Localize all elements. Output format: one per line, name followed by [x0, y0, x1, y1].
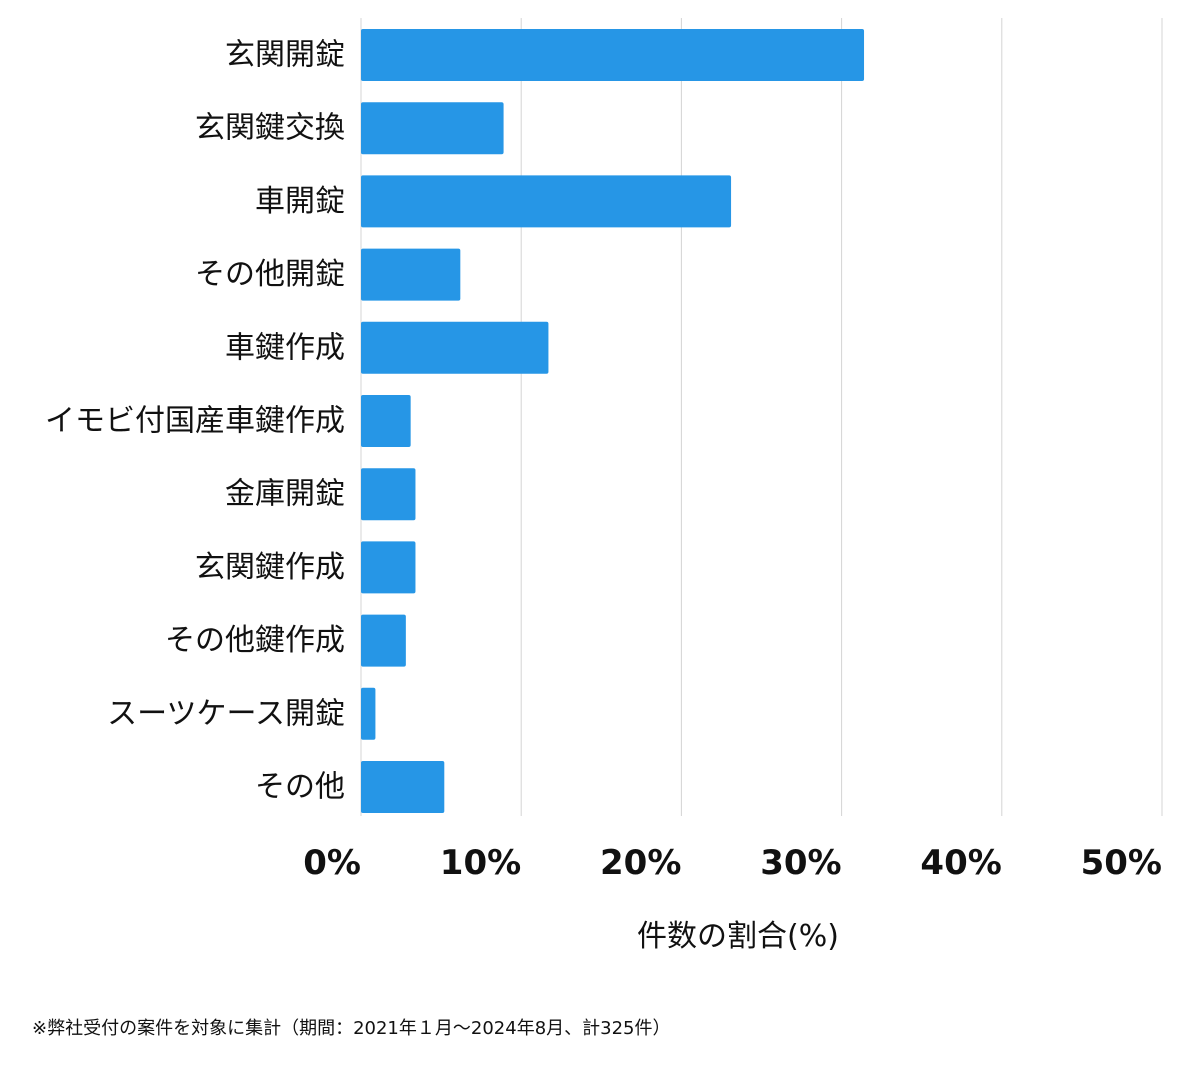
category-label: その他: [255, 770, 345, 805]
bar-chart: 玄関開錠玄関鍵交換車開錠その他開錠車鍵作成イモビ付国産車鍵作成金庫開錠玄関鍵作成…: [45, 18, 1163, 954]
bar: [361, 761, 445, 813]
bar: [361, 468, 416, 521]
bar: [361, 541, 416, 594]
x-tick-label: 40%: [920, 843, 1001, 883]
bar: [361, 102, 504, 155]
footnote: ※弊社受付の案件を対象に集計（期間：2021年１月〜2024年8月、計325件）: [32, 1018, 671, 1039]
bar: [361, 29, 865, 81]
bar: [361, 687, 376, 740]
category-label: 玄関鍵作成: [195, 550, 345, 585]
category-label: 車鍵作成: [225, 330, 345, 365]
x-tick-label: 30%: [760, 843, 841, 883]
grid-lines: [360, 18, 1163, 816]
category-label: 玄関鍵交換: [195, 111, 345, 146]
x-tick-label: 10%: [440, 843, 521, 883]
bar: [361, 321, 549, 374]
x-axis-title: 件数の割合(%): [637, 919, 839, 954]
category-labels: 玄関開錠玄関鍵交換車開錠その他開錠車鍵作成イモビ付国産車鍵作成金庫開錠玄関鍵作成…: [45, 38, 345, 805]
x-tick-label: 0%: [303, 843, 361, 883]
x-tick-label: 50%: [1081, 843, 1162, 883]
bar: [361, 175, 732, 228]
x-tick-labels: 0% 10% 20% 30% 40% 50%: [303, 843, 1162, 883]
category-label: 玄関開錠: [225, 38, 345, 73]
bars: [361, 29, 865, 813]
category-label: イモビ付国産車鍵作成: [45, 404, 345, 439]
bar: [361, 395, 411, 447]
category-label: スーツケース開錠: [107, 696, 345, 731]
x-tick-label: 20%: [600, 843, 681, 883]
category-label: 金庫開錠: [225, 477, 345, 512]
category-label: その他開錠: [195, 257, 345, 292]
category-label: 車開錠: [255, 184, 345, 219]
bar: [361, 614, 406, 667]
category-label: その他鍵作成: [165, 623, 345, 658]
bar: [361, 248, 461, 301]
